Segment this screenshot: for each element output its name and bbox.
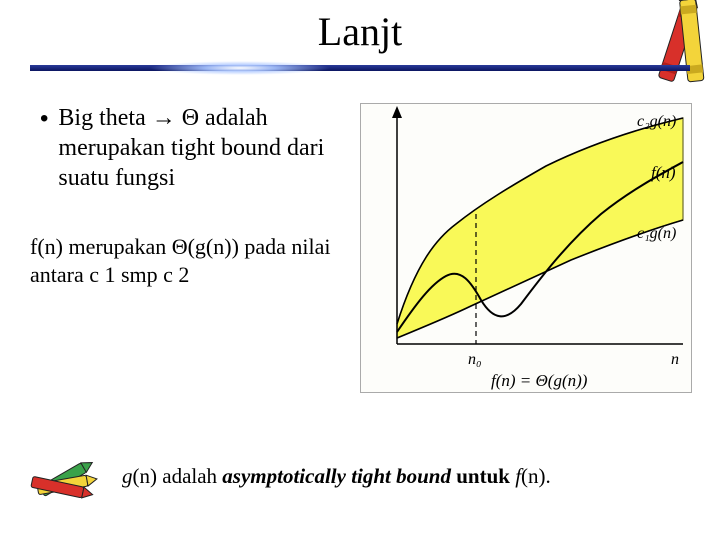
bottom-row: g(n) adalah asymptotically tight bound u… <box>30 448 690 504</box>
bt-period: . <box>546 464 551 488</box>
theta-chart: c₂g(n) f(n) c₁g(n) n₀ n f(n) = Θ(g(n)) <box>360 103 692 393</box>
sub-paragraph: f(n) merupakan Θ(g(n)) pada nilai antara… <box>30 233 350 288</box>
crayon-decoration-top <box>650 0 720 98</box>
bt-pn2: (n) <box>521 464 546 488</box>
bullet-item: • Big theta → Θ adalah merupakan tight b… <box>30 103 350 193</box>
slide-container: Lanjt • Big theta → Θ adalah mer <box>0 0 720 540</box>
crayon-decoration-bottom <box>30 448 110 504</box>
slide-title: Lanjt <box>30 8 690 55</box>
svg-text:f(n) = Θ(g(n)): f(n) = Θ(g(n)) <box>491 371 588 390</box>
bt-tight: asymptotically tight bound <box>222 464 451 488</box>
bt-pn1: (n) <box>133 464 158 488</box>
bullet-marker: • <box>40 103 48 135</box>
left-column: • Big theta → Θ adalah merupakan tight b… <box>30 103 350 288</box>
svg-text:f(n): f(n) <box>651 163 676 182</box>
bottom-caption: g(n) adalah asymptotically tight bound u… <box>122 464 551 489</box>
svg-text:c₂g(n): c₂g(n) <box>637 113 676 130</box>
content-row: • Big theta → Θ adalah merupakan tight b… <box>30 103 690 393</box>
bt-g: g <box>122 464 133 488</box>
bt-adalah: adalah <box>157 464 222 488</box>
svg-text:n: n <box>671 351 679 368</box>
svg-text:n₀: n₀ <box>468 351 482 368</box>
svg-text:c₁g(n): c₁g(n) <box>637 225 676 242</box>
bt-untuk: untuk <box>451 464 515 488</box>
bullet-text: Big theta → Θ adalah merupakan tight bou… <box>58 103 350 193</box>
title-divider <box>30 61 690 75</box>
